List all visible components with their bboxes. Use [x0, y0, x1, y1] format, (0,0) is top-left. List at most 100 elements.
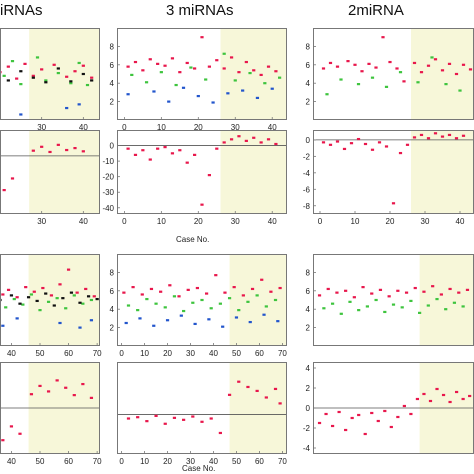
data-point-red — [383, 409, 387, 413]
data-point-black — [9, 294, 14, 297]
data-point-green — [35, 56, 40, 59]
data-point-red — [440, 135, 445, 138]
x-tick-label: 30 — [186, 349, 195, 358]
data-point-red — [328, 61, 333, 65]
data-point-red — [468, 394, 472, 398]
data-point-red — [52, 63, 56, 66]
data-point-red — [259, 141, 263, 144]
data-point-red — [250, 287, 255, 291]
data-point-red — [370, 411, 374, 415]
data-point-red — [168, 284, 172, 287]
data-point-green — [452, 301, 457, 304]
data-point-red — [209, 417, 213, 420]
data-point-red — [274, 142, 278, 146]
data-point-blue — [207, 318, 211, 321]
x-tick-label: 30 — [37, 123, 46, 132]
data-point-blue — [179, 314, 183, 317]
data-point-red — [218, 431, 222, 435]
shaded-region — [29, 28, 101, 120]
y-tick-label: -6 — [303, 185, 311, 194]
x-tick-label: 0 — [318, 217, 323, 226]
data-point-red — [344, 428, 348, 432]
data-point-red — [381, 36, 385, 39]
data-point-red — [40, 68, 44, 71]
data-point-blue — [65, 106, 69, 110]
data-point-red — [170, 152, 175, 155]
data-point-red — [6, 288, 11, 291]
data-point-black — [35, 299, 39, 303]
data-point-red — [1, 439, 5, 442]
data-point-red — [159, 290, 163, 293]
data-point-red — [388, 60, 392, 64]
data-point-red — [321, 67, 326, 70]
data-point-red — [384, 145, 389, 148]
data-point-red — [344, 289, 348, 292]
data-point-green — [174, 83, 178, 87]
data-point-green — [384, 85, 389, 88]
data-point-red — [92, 295, 96, 298]
data-point-black — [69, 80, 73, 83]
data-point-red — [419, 133, 424, 137]
data-point-green — [227, 297, 232, 300]
data-point-green — [426, 304, 430, 307]
shaded-region — [29, 130, 101, 214]
y-tick-label: 2 — [306, 384, 311, 393]
x-tick-label: 10 — [140, 457, 149, 466]
x-tick-label: 70 — [278, 349, 287, 358]
data-point-red — [465, 288, 470, 291]
y-tick-label: -2 — [303, 152, 311, 161]
data-point-red — [273, 387, 278, 391]
data-point-red — [244, 60, 248, 64]
data-point-red — [440, 69, 445, 72]
data-point-green — [159, 71, 163, 74]
data-point-green — [278, 76, 282, 79]
data-point-red — [193, 67, 197, 70]
data-point-red — [2, 188, 6, 192]
shaded-region — [220, 130, 287, 214]
y-tick-label: 0 — [306, 136, 311, 145]
data-point-blue — [126, 93, 130, 96]
data-point-red — [324, 412, 328, 416]
data-point-red — [346, 60, 350, 63]
data-point-red — [402, 404, 406, 408]
panel-right-row1: 2 4 6 8 — [306, 28, 474, 120]
data-point-red — [415, 397, 420, 401]
data-point-green — [233, 79, 237, 82]
data-point-red — [335, 65, 340, 68]
y-tick-label: 6 — [306, 61, 311, 70]
panel-left-row4: 40 50 60 70 — [0, 362, 102, 466]
data-point-green — [191, 301, 195, 304]
data-point-red — [237, 135, 241, 138]
data-point-red — [396, 289, 400, 292]
data-point-red — [439, 293, 443, 296]
data-point-green — [145, 297, 149, 301]
data-point-red — [229, 56, 234, 59]
y-tick-label: 8 — [110, 268, 115, 277]
data-point-red — [145, 420, 149, 423]
data-point-green — [383, 310, 387, 314]
data-point-red — [73, 146, 77, 150]
data-point-red — [200, 203, 204, 206]
x-tick-label: 0 — [119, 349, 124, 358]
data-point-red — [10, 177, 15, 180]
data-point-red — [182, 418, 186, 421]
data-point-red — [377, 141, 382, 144]
data-point-red — [409, 412, 413, 416]
data-point-green — [81, 302, 85, 305]
data-point-red — [360, 70, 364, 73]
data-point-red — [215, 59, 219, 62]
data-point-red — [90, 76, 94, 79]
data-point-red — [191, 415, 195, 418]
shaded-region — [229, 362, 287, 454]
data-point-blue — [167, 100, 171, 103]
panel-left-row3: 40 50 60 70 — [0, 254, 102, 358]
y-tick-label: 2 — [306, 324, 311, 333]
x-tick-label: 30 — [421, 217, 430, 226]
data-point-green — [237, 309, 241, 312]
data-point-green — [430, 56, 434, 59]
data-point-red — [66, 268, 71, 271]
data-point-red — [361, 286, 365, 289]
data-point-red — [367, 62, 371, 65]
y-tick-label: 6 — [110, 287, 115, 296]
data-point-red — [38, 384, 42, 388]
